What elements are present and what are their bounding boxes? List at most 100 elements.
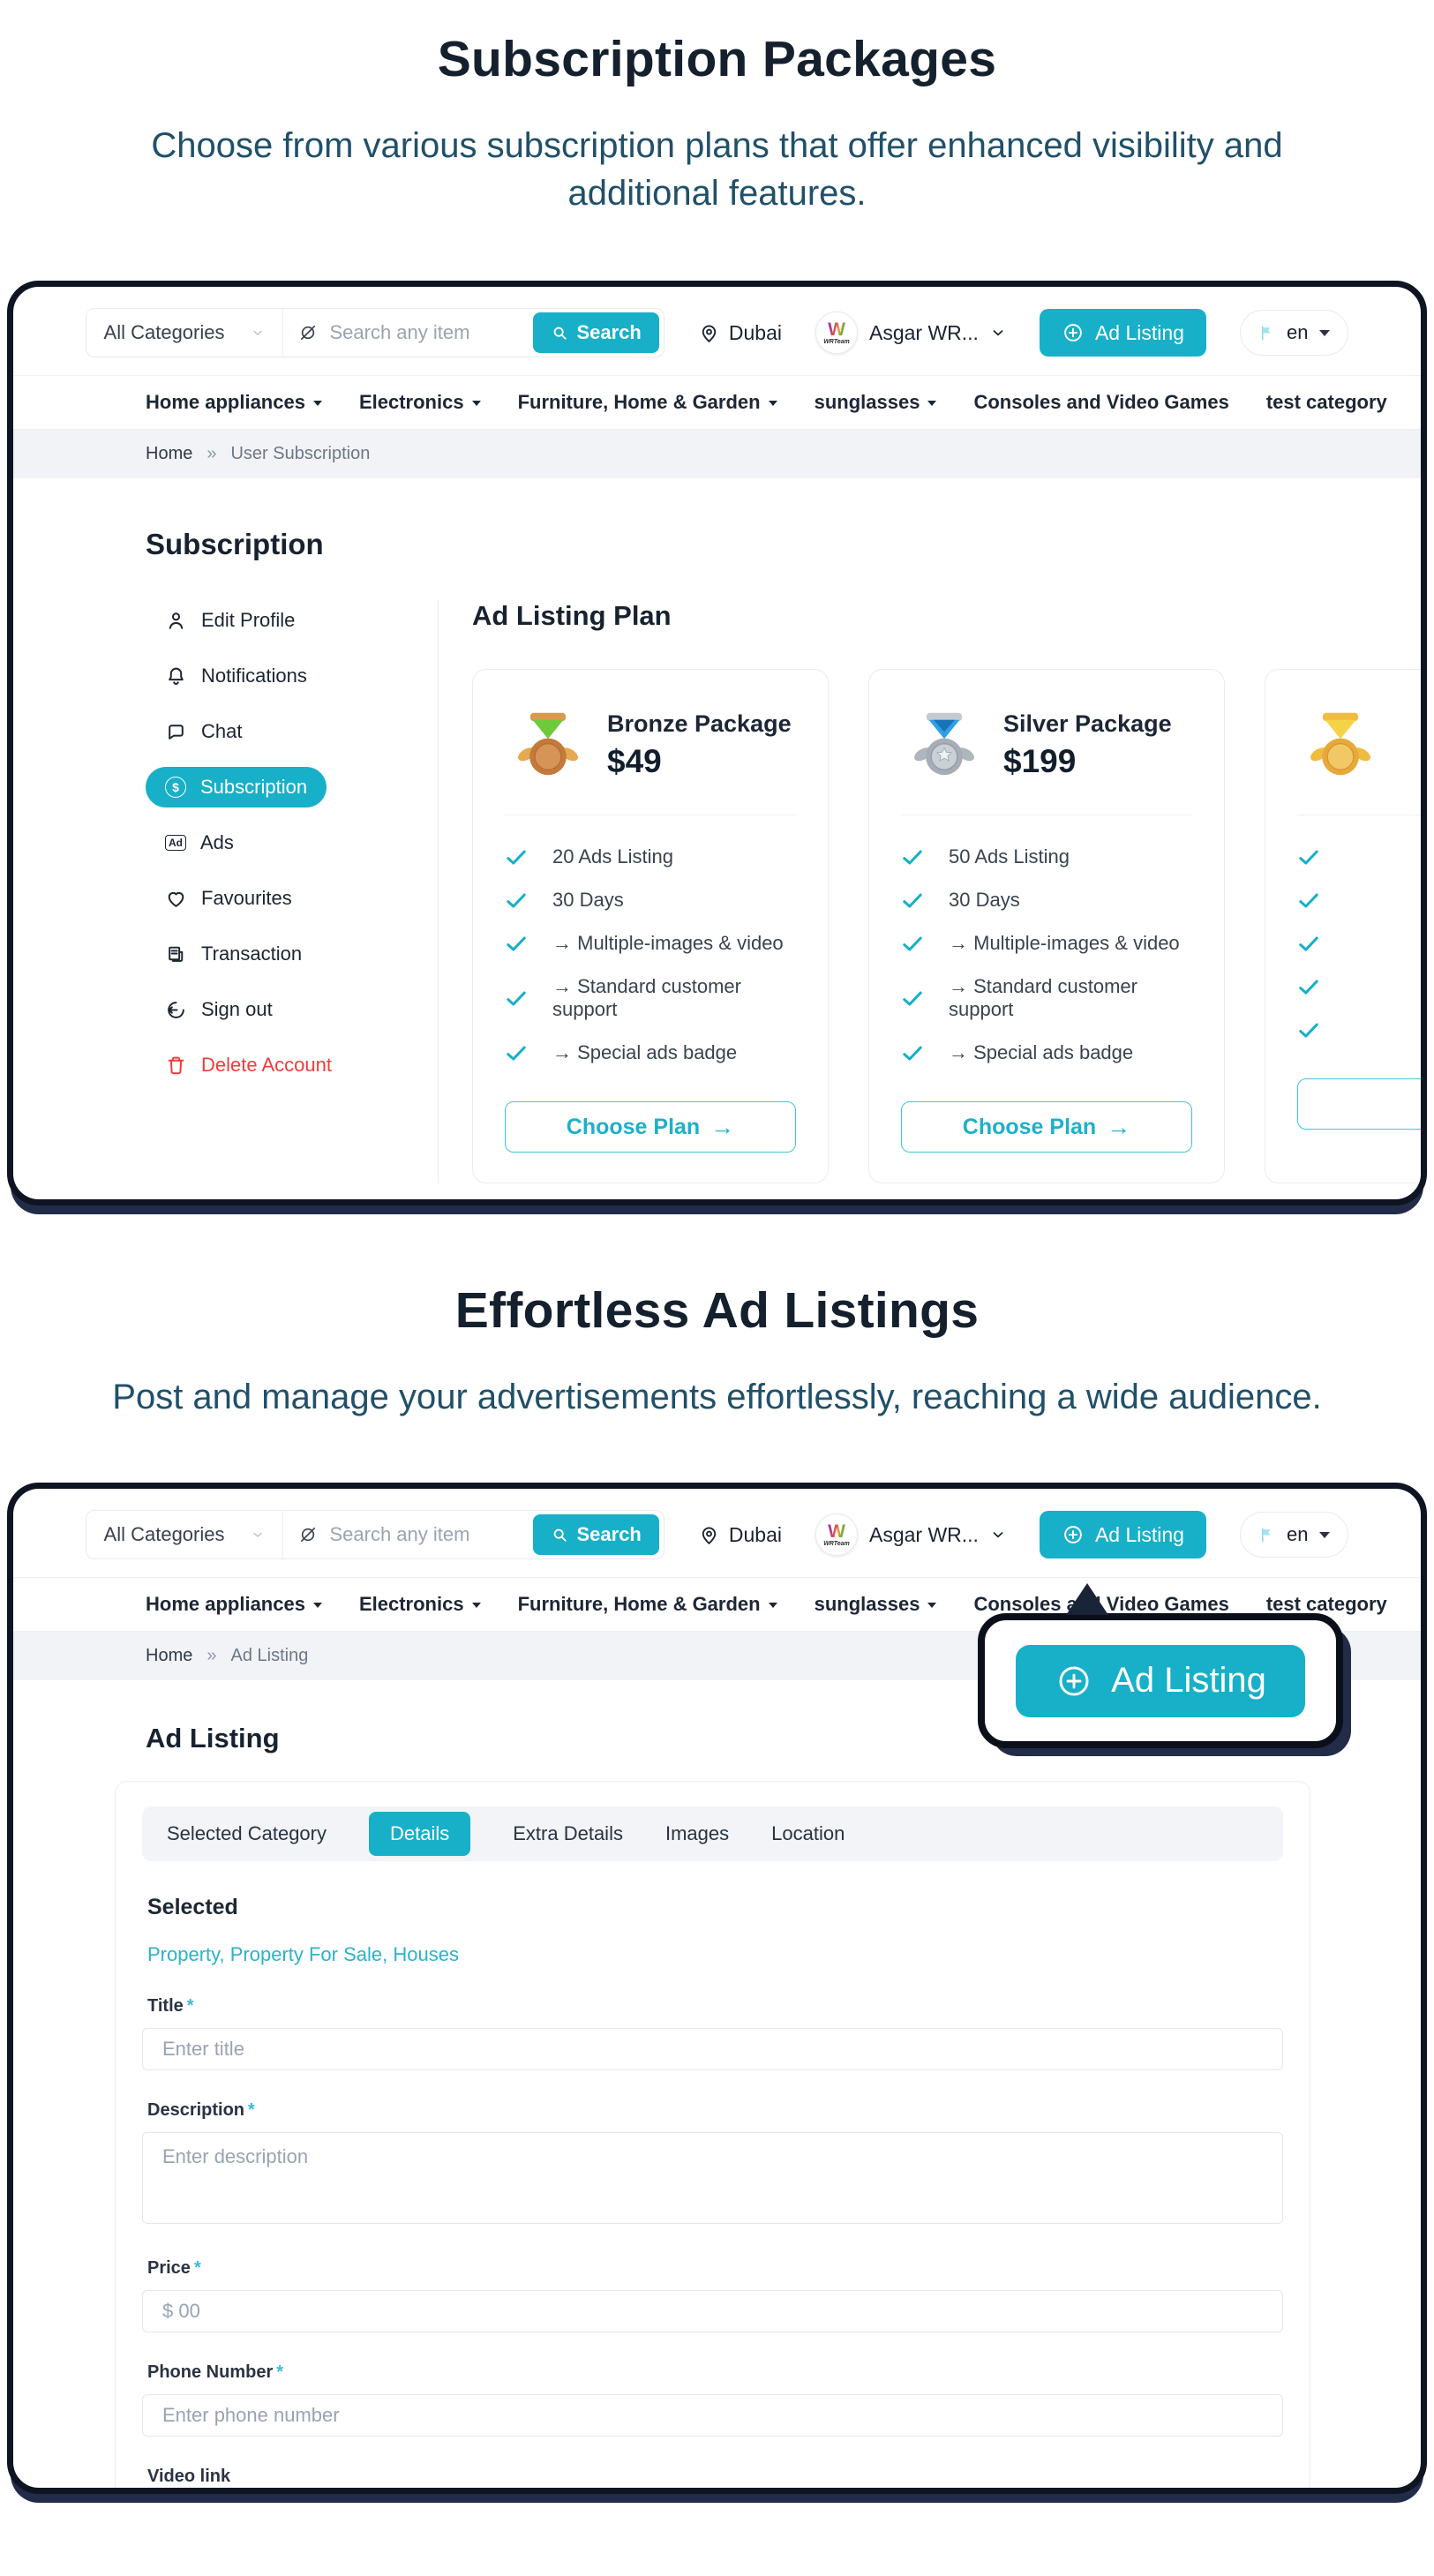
tab-extra-details[interactable]: Extra Details: [513, 1822, 623, 1844]
tab-location[interactable]: Location: [771, 1822, 845, 1844]
nav-item-musical-instruments[interactable]: Musical Instruments: [1424, 391, 1427, 414]
check-icon: [507, 991, 526, 1006]
ad-listing-button-label: Ad Listing: [1094, 1522, 1184, 1546]
category-nav: Home appliances Electronics Furniture, H…: [13, 375, 1421, 430]
sidebar-item-subscription[interactable]: $ Subscription: [146, 767, 327, 807]
check-icon: [507, 936, 526, 951]
dollar-circle-icon: $: [165, 777, 186, 798]
sidebar-item-label: Chat: [201, 720, 243, 742]
ad-listing-form: Selected Category Details Extra Details …: [115, 1781, 1310, 2488]
user-menu[interactable]: W WRTeam Asgar WR...: [815, 1513, 1006, 1556]
description-textarea[interactable]: [142, 2132, 1283, 2224]
language-icon: [1261, 1528, 1271, 1542]
nav-item-sunglasses[interactable]: sunglasses: [815, 391, 937, 414]
sidebar-item-ads[interactable]: Ad Ads: [146, 822, 253, 863]
breadcrumb-current: Ad Listing: [230, 1646, 309, 1665]
nav-item-consoles[interactable]: Consoles and Video Games: [973, 391, 1228, 414]
tab-details[interactable]: Details: [369, 1812, 471, 1856]
nav-item-sunglasses[interactable]: sunglasses: [815, 1593, 937, 1616]
sidebar-item-notifications[interactable]: Notifications: [146, 656, 327, 696]
nav-label: Home appliances: [146, 391, 305, 413]
choose-plan-button[interactable]: [1297, 1078, 1421, 1130]
plans-panel: Ad Listing Plan: [439, 600, 1421, 1183]
package-price: $199: [1003, 742, 1077, 779]
sidebar-item-sign-out[interactable]: Sign out: [146, 989, 292, 1030]
chevron-down-icon: [253, 330, 263, 335]
search-input[interactable]: [329, 321, 520, 344]
plan-feature: 20 Ads Listing: [505, 845, 796, 868]
choose-plan-button[interactable]: Choose Plan →: [505, 1101, 796, 1153]
location-selector[interactable]: Dubai: [698, 1523, 782, 1547]
caret-down-icon: [1319, 1531, 1331, 1538]
package-price: $49: [607, 742, 662, 779]
plan-feature: 50 Ads Listing: [901, 845, 1192, 868]
plus-circle-icon: [1059, 1666, 1089, 1695]
nav-item-home-appliances[interactable]: Home appliances: [146, 391, 322, 414]
check-icon: [507, 893, 526, 908]
plan-feature: → Multiple-images & video: [901, 932, 1192, 955]
nav-item-home-appliances[interactable]: Home appliances: [146, 1593, 322, 1616]
sidebar-item-delete-account[interactable]: Delete Account: [146, 1045, 351, 1085]
wrteam-logo-text: WRTeam: [823, 339, 850, 345]
tab-images[interactable]: Images: [664, 1822, 730, 1844]
feature-text: → Multiple-images & video: [552, 932, 784, 954]
nav-item-test-category[interactable]: test category: [1266, 391, 1387, 414]
sidebar-item-favourites[interactable]: Favourites: [146, 878, 312, 919]
check-icon: [903, 893, 922, 908]
caret-down-icon: [768, 401, 777, 406]
feature-text: 20 Ads Listing: [552, 845, 673, 867]
location-selector[interactable]: Dubai: [698, 321, 782, 345]
category-dropdown[interactable]: All Categories: [86, 309, 284, 357]
arrow-right-icon: →: [1107, 1113, 1131, 1140]
language-selector[interactable]: en: [1239, 310, 1349, 356]
receipt-icon: [169, 946, 184, 962]
phone-number-input[interactable]: [142, 2394, 1283, 2437]
title-input[interactable]: [142, 2028, 1283, 2070]
ad-listing-button[interactable]: Ad Listing: [1039, 309, 1206, 357]
package-name: Bronze Package: [607, 710, 792, 737]
search-box: All Categories Search: [85, 1510, 664, 1559]
plan-feature: → Special ads badge: [901, 1041, 1192, 1064]
selected-category-path[interactable]: Property, Property For Sale, Houses: [147, 1943, 459, 1965]
user-menu[interactable]: W WRTeam Asgar WR...: [815, 312, 1006, 354]
sidebar-item-edit-profile[interactable]: Edit Profile: [146, 600, 314, 641]
search-button[interactable]: Search: [533, 1514, 659, 1555]
search-button[interactable]: Search: [533, 312, 659, 353]
ad-listing-callout: Ad Listing: [978, 1583, 1343, 1748]
breadcrumb-home[interactable]: Home: [146, 444, 193, 463]
required-asterisk: *: [186, 1996, 194, 2016]
sidebar-item-transaction[interactable]: Transaction: [146, 934, 321, 974]
plan-feature: [1297, 845, 1421, 868]
plan-feature: [1297, 889, 1421, 912]
tab-selected-category[interactable]: Selected Category: [167, 1822, 327, 1844]
nav-item-musical-instruments[interactable]: Musical Instruments: [1424, 1593, 1427, 1616]
nav-label: sunglasses: [814, 1593, 920, 1615]
nav-item-electronics[interactable]: Electronics: [359, 391, 481, 414]
choose-plan-button[interactable]: Choose Plan →: [901, 1101, 1192, 1153]
account-sidebar: Edit Profile Notifications Chat $ Subscr…: [146, 600, 439, 1183]
sidebar-item-chat[interactable]: Chat: [146, 711, 261, 752]
plan-card-bronze: Bronze Package $49 20 Ads Listing 30 Day…: [472, 669, 829, 1183]
nav-item-test-category[interactable]: test category: [1266, 1593, 1387, 1616]
hero2-title: Effortless Ad Listings: [454, 1282, 980, 1339]
magnifier-icon: [554, 1528, 567, 1542]
video-link-label: Video link: [147, 2467, 1283, 2487]
breadcrumb-home[interactable]: Home: [146, 1646, 193, 1665]
feature-text: → Multiple-images & video: [949, 932, 1180, 954]
ad-listing-callout-button[interactable]: Ad Listing: [1016, 1644, 1305, 1717]
search-input[interactable]: [329, 1523, 520, 1546]
nav-item-electronics[interactable]: Electronics: [359, 1593, 481, 1616]
language-selector[interactable]: en: [1239, 1512, 1349, 1558]
nav-item-furniture[interactable]: Furniture, Home & Garden: [518, 391, 777, 414]
caret-down-icon: [927, 1603, 937, 1608]
location-label: Dubai: [728, 320, 782, 344]
price-input[interactable]: [142, 2290, 1283, 2332]
user-name: Asgar WR...: [868, 1522, 979, 1546]
ad-listing-button[interactable]: Ad Listing: [1039, 1511, 1206, 1558]
chevron-down-icon: [993, 330, 1003, 336]
sidebar-item-label: Transaction: [201, 943, 303, 965]
category-dropdown[interactable]: All Categories: [86, 1511, 284, 1558]
choose-plan-label: Choose Plan: [566, 1114, 701, 1139]
nav-item-furniture[interactable]: Furniture, Home & Garden: [518, 1593, 777, 1616]
caret-down-icon: [1319, 329, 1331, 336]
